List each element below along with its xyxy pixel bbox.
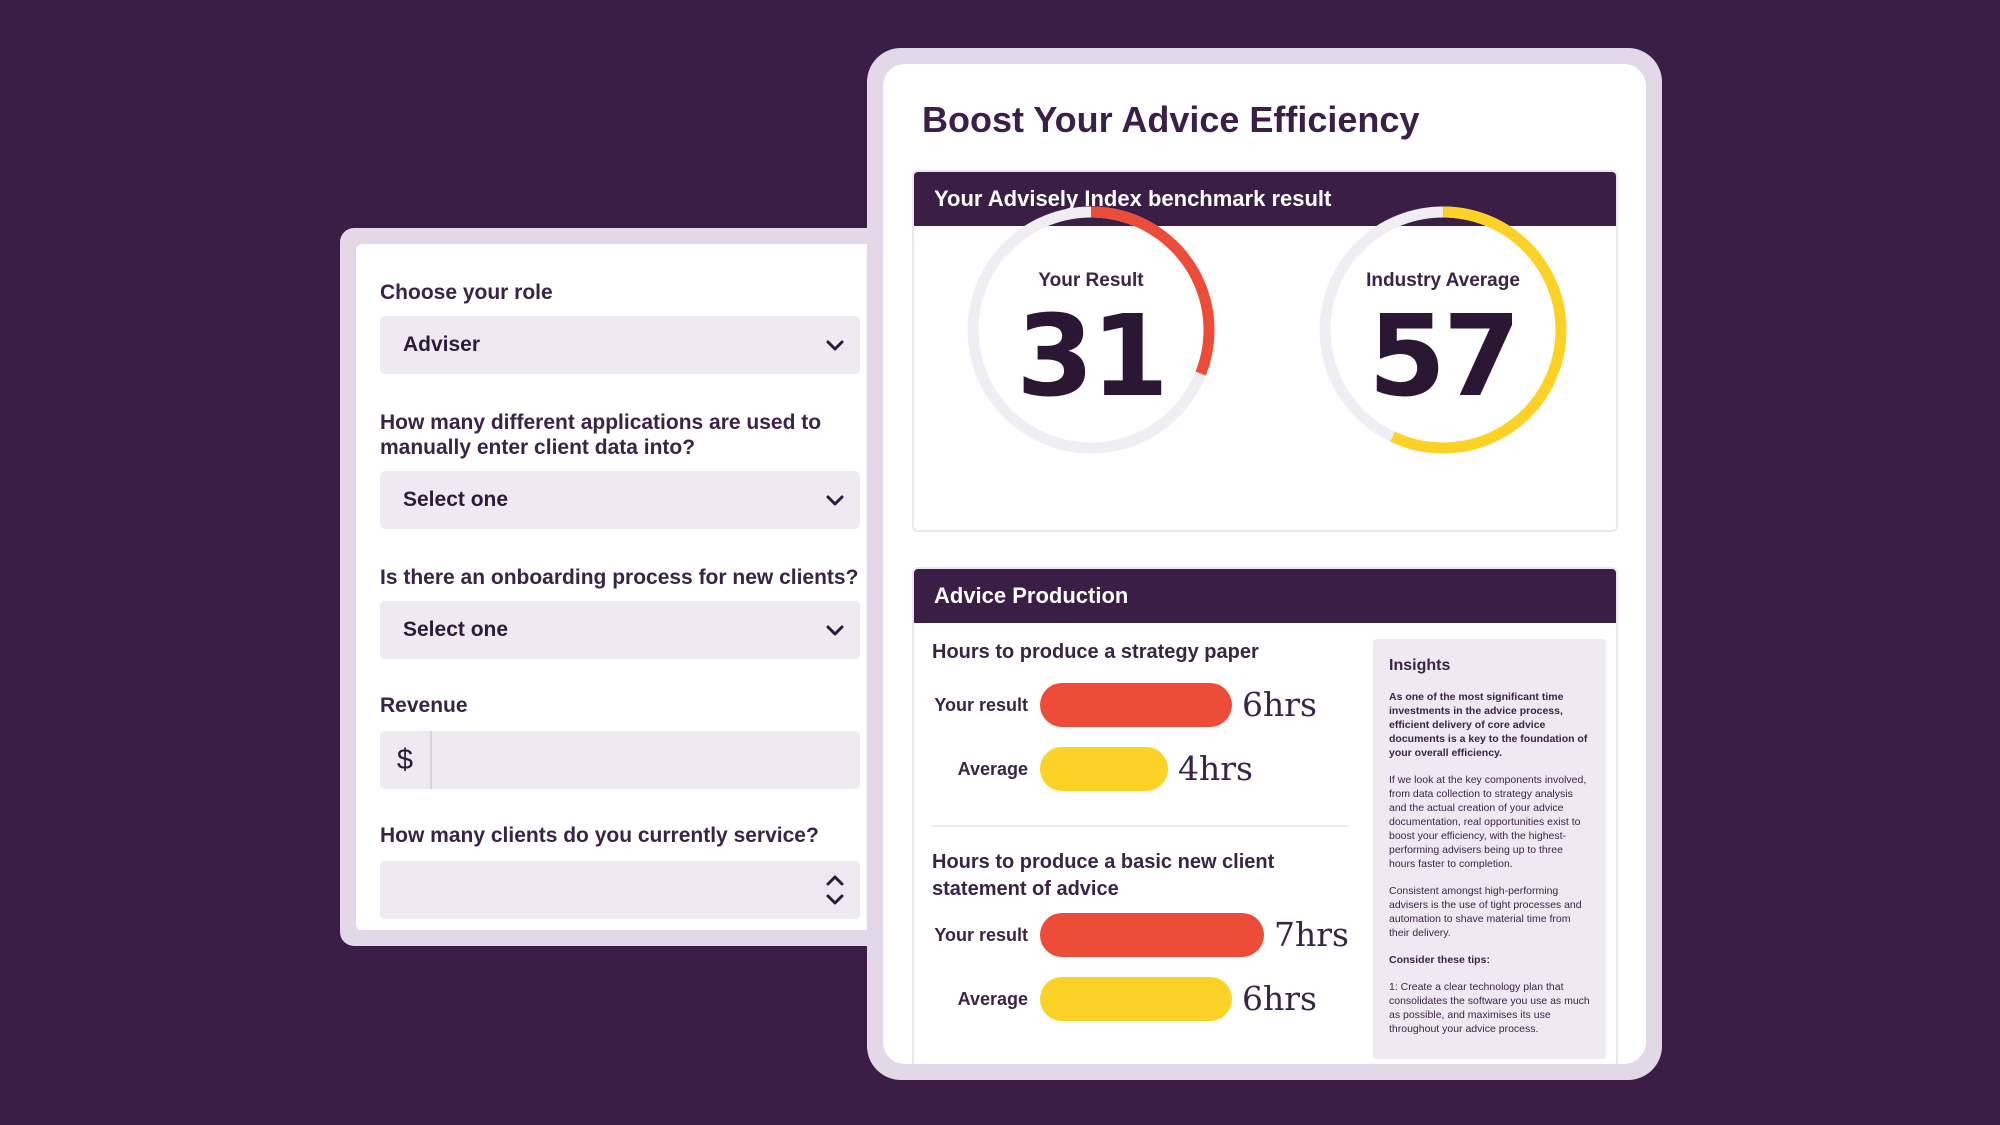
- your-result-arc: [967, 206, 1215, 454]
- soa-title: Hours to produce a basic new client stat…: [932, 851, 1275, 900]
- soa-your-bar: [1040, 913, 1264, 957]
- currency-symbol: $: [380, 731, 432, 789]
- chevron-down-icon: [826, 495, 844, 506]
- report-content: Boost Your Advice Efficiency Your Advise…: [883, 64, 1646, 1064]
- your-result-value: 31: [1016, 292, 1169, 422]
- industry-average-label: Industry Average: [1366, 270, 1520, 291]
- stepper-arrows-icon[interactable]: [824, 869, 846, 911]
- industry-average-arc: [1319, 206, 1567, 454]
- applications-select-value: Select one: [403, 488, 509, 511]
- report-card: Boost Your Advice Efficiency Your Advise…: [867, 48, 1662, 1080]
- strategy-paper-title: Hours to produce a strategy paper: [932, 641, 1259, 663]
- benchmark-panel: Your Advisely Index benchmark result You…: [912, 170, 1618, 532]
- insights-tips-heading: Consider these tips:: [1389, 954, 1490, 966]
- revenue-field: $: [380, 731, 860, 789]
- soa-your-value: 7hrs: [1274, 915, 1349, 954]
- soa-your-label: Your result: [934, 925, 1028, 945]
- advice-production-header: Advice Production: [914, 569, 1616, 623]
- strategy-average-label: Average: [957, 759, 1028, 779]
- applications-select[interactable]: Select one: [380, 471, 860, 529]
- strategy-your-label: Your result: [934, 695, 1028, 715]
- role-select[interactable]: Adviser: [380, 316, 860, 374]
- role-label: Choose your role: [380, 281, 553, 304]
- report-title: Boost Your Advice Efficiency: [922, 99, 1420, 140]
- onboarding-select-value: Select one: [403, 618, 509, 641]
- role-select-value: Adviser: [403, 333, 481, 356]
- industry-average-gauge: Industry Average 57: [1313, 200, 1573, 460]
- clients-label: How many clients do you currently servic…: [380, 824, 819, 847]
- revenue-input[interactable]: [434, 731, 860, 789]
- industry-average-value: 57: [1368, 292, 1521, 422]
- insights-title: Insights: [1389, 657, 1451, 674]
- insights-paragraph: As one of the most significant time inve…: [1389, 691, 1588, 759]
- your-result-label: Your Result: [1038, 270, 1144, 291]
- strategy-your-value: 6hrs: [1242, 685, 1317, 724]
- strategy-average-value: 4hrs: [1178, 749, 1253, 788]
- insights-paragraph: Consistent amongst high-performing advis…: [1389, 885, 1582, 939]
- benchmark-header: Your Advisely Index benchmark result: [914, 172, 1616, 226]
- insights-panel: Insights As one of the most significant …: [1373, 639, 1606, 1059]
- chevron-down-icon: [826, 340, 844, 351]
- soa-average-bar: [1040, 977, 1232, 1021]
- insights-paragraph: If we look at the key components involve…: [1389, 774, 1587, 870]
- revenue-label: Revenue: [380, 694, 468, 717]
- onboarding-label: Is there an onboarding process for new c…: [380, 566, 859, 589]
- soa-average-label: Average: [957, 989, 1028, 1009]
- strategy-your-bar: [1040, 683, 1232, 727]
- advice-production-panel: Advice Production Hours to produce a str…: [912, 567, 1618, 1064]
- clients-number-input[interactable]: [380, 861, 860, 919]
- questionnaire-form: Choose your role Adviser How many differ…: [356, 244, 884, 930]
- chevron-down-icon: [826, 625, 844, 636]
- questionnaire-card: Choose your role Adviser How many differ…: [340, 228, 900, 946]
- soa-average-value: 6hrs: [1242, 979, 1317, 1018]
- section-divider: [932, 825, 1348, 827]
- insights-paragraph: 1: Create a clear technology plan that c…: [1389, 981, 1590, 1035]
- applications-label: How many different applications are used…: [380, 411, 822, 459]
- strategy-average-bar: [1040, 747, 1168, 791]
- onboarding-select[interactable]: Select one: [380, 601, 860, 659]
- your-result-gauge: Your Result 31: [961, 200, 1221, 460]
